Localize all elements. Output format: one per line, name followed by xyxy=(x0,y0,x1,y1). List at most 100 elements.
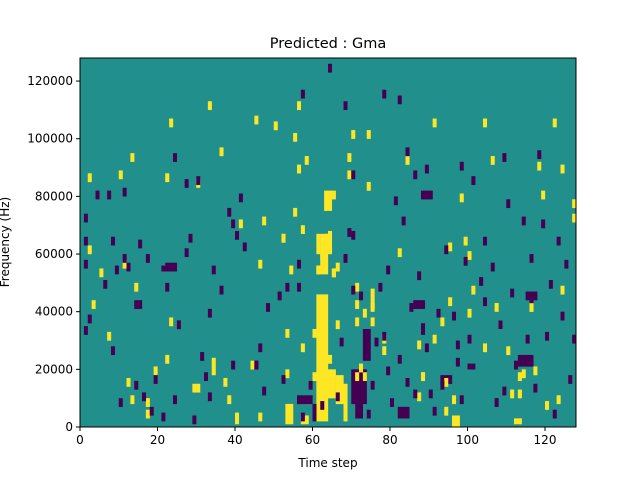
heatmap-cell-low xyxy=(397,95,402,105)
heatmap-cell-high xyxy=(328,354,333,364)
heatmap-cell-high xyxy=(351,130,356,139)
heatmap-cell-low xyxy=(320,401,325,410)
y-tick-label: 120000 xyxy=(27,74,73,88)
heatmap-cell-high xyxy=(459,193,464,203)
heatmap-cell-high xyxy=(297,164,302,174)
heatmap-cell-low xyxy=(455,340,460,350)
heatmap-cell-low xyxy=(467,363,476,370)
heatmap-cell-high xyxy=(165,354,170,364)
heatmap-cell-low xyxy=(103,279,108,289)
heatmap-cell-high xyxy=(300,343,305,353)
heatmap-cell-low xyxy=(502,153,507,162)
heatmap-cell-low xyxy=(242,242,247,252)
heatmap-cell-low xyxy=(560,311,565,321)
heatmap-cell-high xyxy=(343,383,348,422)
heatmap-cell-low xyxy=(533,383,538,393)
heatmap-cell-high xyxy=(320,369,336,399)
heatmap-cell-high xyxy=(107,331,112,341)
heatmap-cell-high xyxy=(490,156,495,165)
heatmap-cell-high xyxy=(99,268,104,278)
y-tick-label: 20000 xyxy=(35,362,73,376)
heatmap-cell-low xyxy=(312,403,317,413)
x-axis: 0 20 40 60 80 100 120 xyxy=(76,427,556,447)
heatmap-cell-low xyxy=(424,164,429,174)
heatmap-cell-low xyxy=(227,207,232,217)
heatmap-cell-high xyxy=(285,328,290,338)
heatmap-cell-high xyxy=(169,317,174,327)
heatmap-cell-low xyxy=(440,380,445,390)
heatmap-cell-low xyxy=(359,291,364,301)
heatmap-cell-low xyxy=(297,282,302,292)
heatmap-cell-low xyxy=(382,89,387,99)
heatmap-cell-low xyxy=(471,176,476,185)
heatmap-cell-high xyxy=(328,236,333,255)
heatmap-cell-high xyxy=(273,121,278,131)
heatmap-cell-low xyxy=(510,288,515,298)
heatmap-cell-low xyxy=(401,216,406,226)
heatmap-cell-low xyxy=(343,254,348,263)
heatmap-cell-low xyxy=(328,63,333,73)
heatmap-cell-low xyxy=(207,392,212,402)
heatmap-cell-low xyxy=(118,398,123,407)
heatmap-cell-high xyxy=(560,164,565,174)
heatmap-cell-high xyxy=(529,303,534,312)
heatmap-cell-high xyxy=(335,262,340,272)
heatmap-cell-high xyxy=(382,346,387,356)
heatmap-cell-low xyxy=(142,392,147,402)
heatmap-cell-low xyxy=(421,323,426,335)
heatmap-cell-high xyxy=(192,383,197,393)
heatmap-cell-high xyxy=(448,297,453,307)
heatmap-cell-high xyxy=(444,406,449,416)
heatmap-cell-low xyxy=(176,320,181,330)
heatmap-cell-low xyxy=(552,409,557,419)
heatmap-cell-high xyxy=(440,317,445,327)
heatmap-cell-high xyxy=(118,170,123,180)
heatmap-cell-high xyxy=(506,346,511,356)
heatmap-cell-high xyxy=(320,251,325,260)
heatmap-cell-low xyxy=(134,380,139,390)
heatmap-cell-low xyxy=(335,392,340,402)
heatmap-cell-low xyxy=(126,262,131,272)
heatmap-cell-high xyxy=(541,190,546,200)
heatmap-cell-high xyxy=(258,259,263,269)
heatmap-cell-low xyxy=(386,366,391,376)
heatmap-cell-low xyxy=(308,380,313,390)
heatmap-cell-high xyxy=(514,418,522,425)
heatmap-cell-high xyxy=(316,233,321,255)
heatmap-cell-high xyxy=(335,375,344,405)
x-axis-label: Time step xyxy=(297,456,357,470)
x-tick-label: 40 xyxy=(227,433,242,447)
heatmap-cell-low xyxy=(351,285,356,295)
heatmap-cell-high xyxy=(537,161,542,171)
heatmap-cell-high xyxy=(483,118,488,128)
heatmap-cell-low xyxy=(355,403,364,419)
heatmap-cell-low xyxy=(258,343,263,353)
plot-frame xyxy=(79,57,577,428)
heatmap-cell-high xyxy=(312,372,317,382)
heatmap-cell-high xyxy=(417,392,422,402)
heatmap-cell-low xyxy=(370,380,375,390)
heatmap-cell-low xyxy=(529,294,534,304)
heatmap-cell-low xyxy=(138,300,143,309)
heatmap-cell-low xyxy=(502,386,507,396)
heatmap-cell-high xyxy=(300,225,305,235)
heatmap-cell-high xyxy=(432,118,437,128)
heatmap-cell-low xyxy=(83,259,88,269)
heatmap-cell-low xyxy=(483,236,488,246)
heatmap-cell-low xyxy=(114,265,119,275)
heatmap-cell-low xyxy=(184,248,189,258)
heatmap-cell-low xyxy=(568,375,573,384)
heatmap-cell-low xyxy=(343,101,348,111)
heatmap-cell-low xyxy=(366,409,371,419)
heatmap-cell-low xyxy=(362,328,371,361)
heatmap-cell-low xyxy=(238,193,243,203)
heatmap-cell-high xyxy=(467,251,472,260)
heatmap-cell-low xyxy=(300,412,305,422)
heatmap-cell-high xyxy=(331,268,336,278)
heatmap-cell-high xyxy=(347,153,352,162)
heatmap-cell-high xyxy=(165,173,170,183)
heatmap-cell-low xyxy=(444,245,449,255)
heatmap-cell-low xyxy=(297,259,302,269)
x-tick-label: 100 xyxy=(456,433,479,447)
